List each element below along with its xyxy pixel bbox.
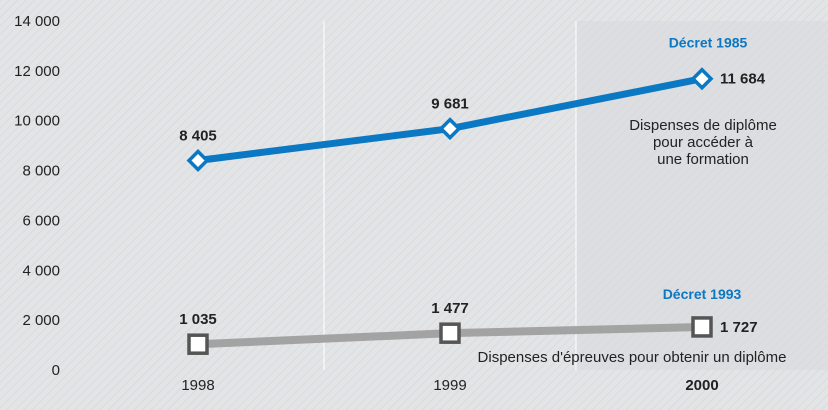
data-label: 8 405 (179, 127, 217, 144)
series-name-label: Décret 1985 (669, 35, 748, 51)
data-label: 11 684 (720, 71, 766, 88)
x-tick-label: 1999 (433, 377, 466, 394)
point-marker-square (187, 333, 209, 355)
y-tick-label: 4 000 (22, 262, 60, 279)
y-tick-label: 14 000 (14, 13, 60, 30)
x-tick-label: 1998 (181, 377, 214, 394)
point-marker-diamond (438, 117, 462, 141)
data-label: 9 681 (431, 96, 469, 113)
point-marker-square (691, 316, 713, 338)
x-tick-label: 2000 (685, 377, 718, 394)
y-tick-label: 10 000 (14, 113, 60, 130)
y-tick-label: 6 000 (22, 212, 60, 229)
series-name-label: Décret 1993 (663, 286, 742, 302)
data-label: 1 477 (431, 300, 469, 317)
point-marker-square (439, 322, 461, 344)
data-label: 1 035 (179, 311, 217, 328)
annotation-line: une formation (657, 151, 749, 168)
point-marker-diamond (186, 149, 210, 172)
data-label: 1 727 (720, 319, 758, 336)
annotation-line: Dispenses d'épreuves pour obtenir un dip… (478, 349, 787, 366)
annotation-line: pour accéder à (653, 134, 754, 151)
y-tick-label: 8 000 (22, 163, 60, 180)
point-marker-diamond (690, 67, 714, 91)
y-tick-label: 12 000 (14, 63, 60, 80)
y-tick-label: 0 (52, 362, 60, 379)
y-tick-label: 2 000 (22, 312, 60, 329)
annotation-line: Dispenses de diplôme (629, 117, 777, 134)
